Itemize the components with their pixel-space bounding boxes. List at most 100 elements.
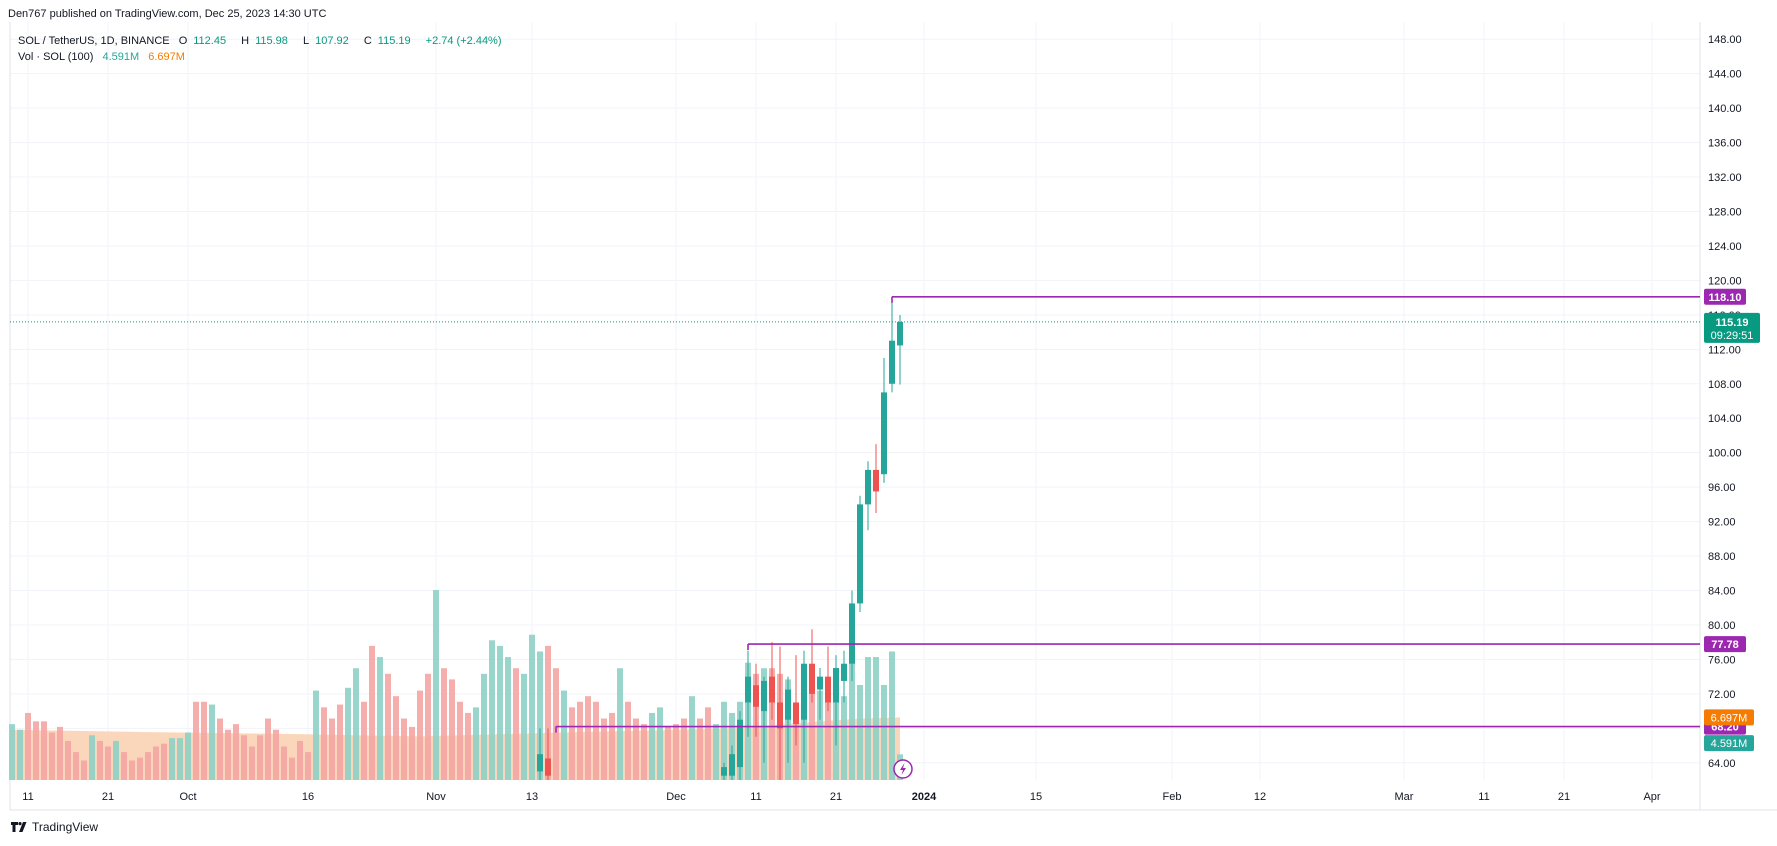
x-tick-label: 11 (1478, 791, 1489, 803)
x-tick-label: Apr (1643, 791, 1660, 803)
y-tick-label: 108.00 (1708, 379, 1742, 391)
candle-body (857, 504, 863, 604)
candle-body (825, 676, 831, 703)
volume-bar (881, 685, 887, 780)
volume-bar (233, 724, 239, 780)
y-tick-label: 104.00 (1708, 413, 1742, 425)
last-price-badge (1704, 312, 1760, 343)
last-price-label: 115.19 (1715, 317, 1748, 329)
volume-bar (841, 696, 847, 780)
volume-bar (489, 640, 495, 780)
volume-bar (289, 757, 295, 780)
volume-bar (257, 735, 263, 780)
volume-bar (89, 735, 95, 780)
level-badge (1704, 288, 1746, 305)
volume-bar (889, 651, 895, 780)
candle-body (897, 321, 903, 346)
high-value: 115.98 (255, 35, 288, 47)
countdown-label: 09:29:51 (1711, 330, 1754, 342)
volume-badge-label: 6.697M (1711, 712, 1748, 724)
volume-bar (497, 645, 503, 780)
volume-bar (673, 724, 679, 780)
volume-bar (281, 746, 287, 780)
y-tick-label: 144.00 (1708, 69, 1742, 81)
y-tick-label: 96.00 (1708, 482, 1736, 494)
volume-bar (865, 657, 871, 780)
candle-body (785, 689, 791, 720)
symbol-name[interactable]: SOL / TetherUS, 1D, BINANCE (18, 35, 170, 47)
low-label: L (302, 35, 310, 47)
volume-bar (225, 729, 231, 780)
candle-body (881, 392, 887, 475)
price-change: +2.74 (+2.44%) (425, 35, 502, 47)
y-tick-label: 64.00 (1708, 758, 1736, 770)
volume-bar (201, 701, 207, 780)
volume-bar (217, 718, 223, 780)
volume-bar (825, 701, 831, 780)
level-badge-label: 118.10 (1708, 292, 1741, 304)
volume-bar (57, 726, 63, 780)
lightning-bolt (900, 763, 906, 775)
tradingview-brand: TradingView (32, 820, 99, 834)
y-tick-label: 140.00 (1708, 103, 1742, 115)
candle-body (545, 758, 551, 776)
candle-body (745, 676, 751, 703)
level-badge (1704, 636, 1746, 653)
candle-body (769, 676, 775, 703)
volume-bar (81, 760, 87, 780)
volume-bar (873, 657, 879, 780)
volume-bar (545, 645, 551, 780)
tradingview-logo-icon (11, 822, 27, 832)
x-tick-label: Mar (1395, 791, 1414, 803)
candle-body (889, 340, 895, 384)
candle-body (865, 469, 871, 505)
volume-bar (561, 690, 567, 780)
volume-bar (313, 690, 319, 780)
open-label: O (178, 35, 188, 47)
volume-bar (97, 740, 103, 780)
y-tick-label: 112.00 (1708, 344, 1741, 356)
volume-bar (481, 673, 487, 780)
x-tick-label: Nov (426, 791, 446, 803)
volume-bar (521, 673, 527, 780)
volume-bar (409, 726, 415, 780)
x-tick-label: 13 (526, 791, 538, 803)
candle-body (801, 663, 807, 720)
volume-bar (193, 701, 199, 780)
volume-bar (537, 651, 543, 780)
volume-bar (49, 732, 55, 780)
volume-badge (1704, 735, 1754, 752)
volume-badge-label: 4.591M (1711, 738, 1748, 750)
volume-bar (153, 746, 159, 780)
volume-bar (857, 685, 863, 780)
close-value: 115.19 (377, 35, 411, 47)
volume-bar (593, 701, 599, 780)
tradingview-footer[interactable]: TradingView (10, 820, 98, 834)
candle-body (841, 663, 847, 681)
volume-bar (465, 712, 471, 780)
volume-value: 4.591M (102, 51, 140, 63)
volume-bar (625, 701, 631, 780)
volume-bar (681, 718, 687, 780)
volume-bar (689, 696, 695, 780)
volume-bar (705, 707, 711, 780)
volume-bar (665, 726, 671, 780)
volume-bar (849, 651, 855, 780)
volume-bar (425, 673, 431, 780)
volume-indicator-name[interactable]: Vol · SOL (100) (18, 51, 94, 63)
volume-bar (265, 718, 271, 780)
volume-bar (641, 724, 647, 780)
volume-bar (817, 690, 823, 780)
y-tick-label: 128.00 (1708, 207, 1742, 219)
candle-body (737, 719, 743, 768)
candle-body (793, 702, 799, 725)
volume-bar (17, 729, 23, 780)
volume-bar (569, 707, 575, 780)
ohlc-high: H 115.98 (241, 35, 294, 47)
volume-bar (401, 718, 407, 780)
x-tick-label: 11 (22, 791, 33, 803)
candle-body (849, 603, 855, 664)
volume-bar (145, 752, 151, 780)
volume-bar (473, 707, 479, 780)
